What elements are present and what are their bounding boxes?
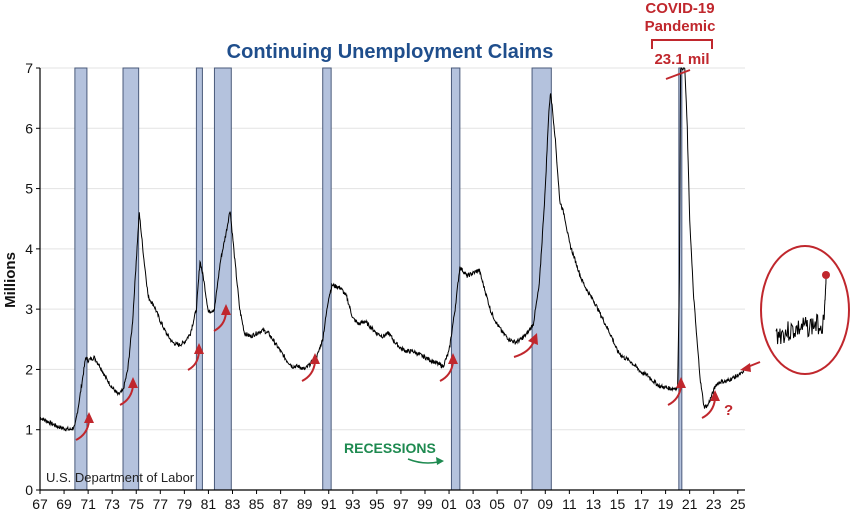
y-ticks: 0 1 2 3 4 5 6 7 [25, 60, 40, 498]
covid-break-mark [665, 69, 691, 80]
x-tick-label: 67 [32, 496, 48, 512]
red-arrow [513, 333, 538, 358]
red-arrow [75, 412, 94, 441]
x-tick-label: 79 [177, 496, 193, 512]
x-tick-label: 13 [586, 496, 602, 512]
x-tick-label: 19 [658, 496, 674, 512]
source-note: U.S. Department of Labor [46, 470, 195, 485]
red-arrow [187, 343, 204, 371]
red-arrow [667, 377, 686, 406]
y-tick-label: 7 [25, 60, 33, 76]
zoom-pointer-arrowhead [740, 363, 751, 372]
y-tick-label: 2 [25, 361, 33, 377]
covid-annotation-line1: COVID-19 [645, 0, 714, 17]
recession-band [531, 67, 552, 491]
chart-title: Continuing Unemployment Claims [227, 41, 554, 63]
x-tick-label: 01 [441, 496, 457, 512]
x-tick-label: 23 [706, 496, 722, 512]
recession-start-arrows [75, 304, 720, 441]
grid-layer [40, 67, 745, 431]
red-arrow [439, 353, 458, 382]
x-tick-label: 07 [513, 496, 529, 512]
recessions-label: RECESSIONS [344, 440, 436, 456]
x-tick-label: 73 [104, 496, 120, 512]
covid-bracket [651, 39, 713, 49]
x-ticks: 67 69 71 73 75 77 79 81 83 85 87 89 91 93 95 97 99 01 03 05… [32, 490, 746, 512]
recessions-arrowhead [436, 457, 444, 465]
red-arrow [119, 377, 138, 406]
zoom-inset-series [775, 274, 827, 345]
series-layer [39, 67, 745, 432]
x-tick-label: 11 [562, 496, 577, 512]
x-tick-label: 75 [128, 496, 144, 512]
red-arrow [301, 353, 320, 382]
x-tick-label: 83 [225, 496, 241, 512]
x-tick-label: 77 [153, 496, 169, 512]
x-tick-label: 91 [321, 496, 337, 512]
x-tick-label: 05 [489, 496, 505, 512]
y-tick-label: 5 [25, 181, 33, 197]
covid-peak-label: 23.1 mil [654, 51, 709, 68]
y-axis-label: Millions [2, 252, 19, 308]
x-tick-label: 97 [393, 496, 409, 512]
inset-series-line [775, 274, 827, 345]
x-tick-label: 95 [369, 496, 385, 512]
x-tick-label: 85 [249, 496, 265, 512]
series-line [39, 67, 745, 432]
y-tick-label: 3 [25, 301, 33, 317]
x-tick-label: 17 [634, 496, 650, 512]
x-tick-label: 81 [201, 496, 217, 512]
x-tick-label: 87 [273, 496, 289, 512]
x-tick-label: 93 [345, 496, 361, 512]
x-tick-label: 25 [730, 496, 746, 512]
recession-band [195, 67, 203, 491]
recession-band [122, 67, 140, 491]
x-tick-label: 21 [682, 496, 698, 512]
recession-band [74, 67, 88, 491]
x-tick-label: 03 [465, 496, 481, 512]
y-tick-label: 1 [25, 422, 33, 438]
y-tick-label: 0 [25, 482, 33, 498]
y-tick-label: 6 [25, 120, 33, 136]
recession-band [213, 67, 232, 491]
recession-band [322, 67, 332, 491]
y-tick-label: 4 [25, 241, 33, 257]
axes [39, 68, 745, 491]
recessions-arrow [407, 458, 439, 464]
recession-bands [74, 67, 683, 491]
x-tick-label: 99 [417, 496, 433, 512]
x-tick-label: 69 [56, 496, 72, 512]
x-tick-label: 89 [297, 496, 313, 512]
latest-point-marker [822, 271, 830, 279]
x-tick-label: 71 [80, 496, 96, 512]
red-arrow [701, 390, 720, 419]
covid-annotation-line2: Pandemic [645, 18, 716, 35]
x-tick-label: 15 [610, 496, 626, 512]
question-mark: ? [724, 402, 733, 419]
x-tick-label: 09 [538, 496, 554, 512]
red-arrow [213, 304, 231, 332]
zoom-inset-circle [760, 245, 850, 375]
